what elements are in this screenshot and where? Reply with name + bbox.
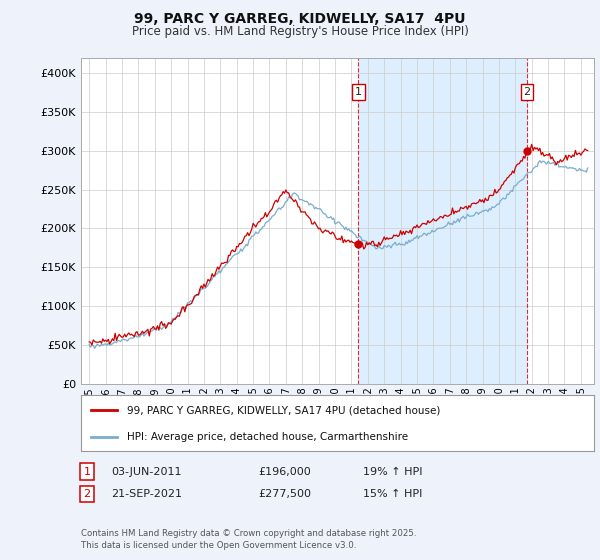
Text: Price paid vs. HM Land Registry's House Price Index (HPI): Price paid vs. HM Land Registry's House … bbox=[131, 25, 469, 38]
Text: 2: 2 bbox=[83, 489, 91, 499]
Bar bbox=[358, 58, 527, 384]
Text: HPI: Average price, detached house, Carmarthenshire: HPI: Average price, detached house, Carm… bbox=[127, 432, 408, 442]
Text: 99, PARC Y GARREG, KIDWELLY, SA17 4PU (detached house): 99, PARC Y GARREG, KIDWELLY, SA17 4PU (d… bbox=[127, 405, 440, 416]
Text: 03-JUN-2011: 03-JUN-2011 bbox=[111, 466, 182, 477]
Text: 21-SEP-2021: 21-SEP-2021 bbox=[111, 489, 182, 499]
Text: £277,500: £277,500 bbox=[258, 489, 311, 499]
Text: 19% ↑ HPI: 19% ↑ HPI bbox=[363, 466, 422, 477]
Text: Contains HM Land Registry data © Crown copyright and database right 2025.
This d: Contains HM Land Registry data © Crown c… bbox=[81, 529, 416, 550]
Text: £196,000: £196,000 bbox=[258, 466, 311, 477]
Text: 1: 1 bbox=[83, 466, 91, 477]
Text: 2: 2 bbox=[524, 87, 530, 97]
Text: 99, PARC Y GARREG, KIDWELLY, SA17  4PU: 99, PARC Y GARREG, KIDWELLY, SA17 4PU bbox=[134, 12, 466, 26]
Text: 1: 1 bbox=[355, 87, 362, 97]
Text: 15% ↑ HPI: 15% ↑ HPI bbox=[363, 489, 422, 499]
